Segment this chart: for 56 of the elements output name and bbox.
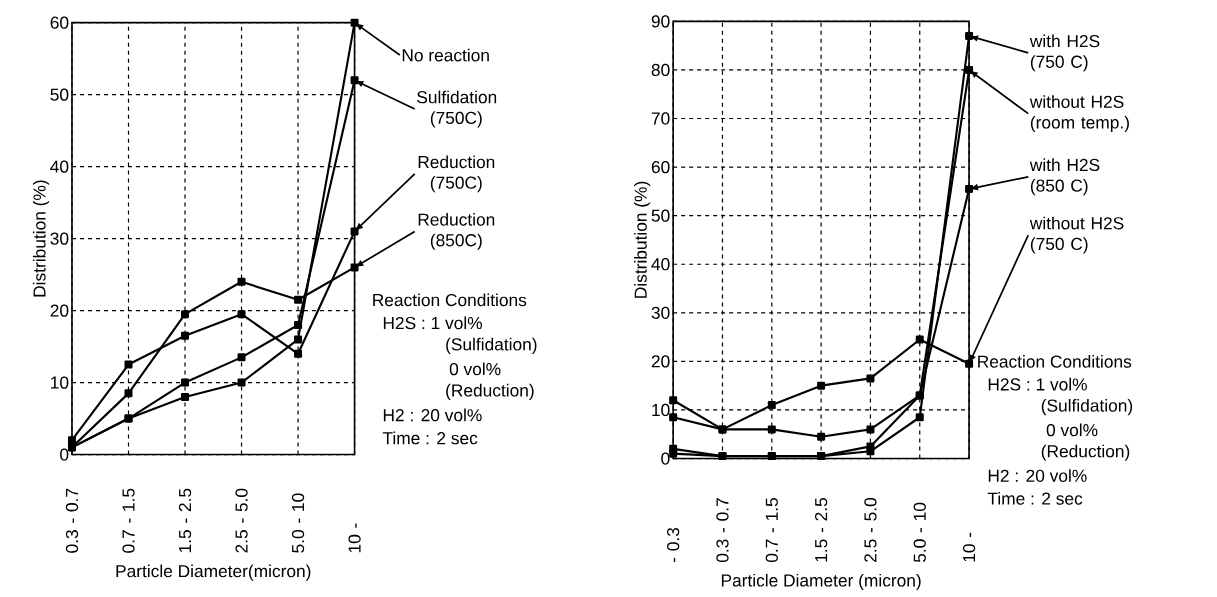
x-tick-label: 0.3 - 0.7	[716, 498, 729, 563]
text: Reduction (750C)	[418, 155, 495, 193]
x-tick-label: 10 -	[962, 532, 976, 562]
text: H2 : 20 vol%	[383, 408, 482, 422]
y-tick-label: 30	[50, 232, 69, 245]
legend-label: Sulfidation (750C)	[417, 90, 497, 128]
y-tick-label: 70	[651, 112, 670, 125]
text: without H2S (room temp.)	[1029, 95, 1129, 132]
y-tick-label: 10	[51, 376, 69, 389]
x-tick-label: 0.3 - 0.7	[65, 488, 79, 553]
text: Time : 2 sec	[987, 491, 1083, 505]
x-axis-title: Particle Diameter(micron)	[116, 564, 311, 581]
y-tick-label: 10	[652, 403, 670, 417]
y-tick-label: 40	[651, 258, 670, 271]
text: Time : 2 sec	[382, 431, 478, 445]
y-axis-title: Distribution (%)	[32, 180, 50, 297]
x-tick-label: 1.5 - 2.5	[178, 488, 192, 553]
y-axis-title: Distribution (%)	[634, 181, 651, 298]
text: 0 vol%	[1046, 423, 1098, 437]
y-tick-label: 30	[651, 306, 670, 319]
text: (Sulfidation)	[446, 337, 537, 354]
y-tick-label: 80	[651, 63, 670, 76]
y-tick-label: 50	[651, 209, 670, 222]
text: (Reduction)	[446, 383, 534, 400]
text: Reduction (850C)	[418, 212, 495, 250]
text: Reaction Conditions	[373, 293, 527, 307]
text: Reaction Conditions	[978, 354, 1132, 368]
x-tick-label: 2.5 - 5.0	[864, 497, 877, 562]
text: (Reduction)	[1041, 444, 1130, 461]
x-axis-title: Particle Diameter (micron)	[721, 573, 921, 590]
x-tick-label: 5.0 - 10	[913, 502, 926, 563]
x-tick-label: 0.7 - 1.5	[765, 497, 778, 563]
x-tick-label: 1.5 - 2.5	[814, 497, 828, 562]
text: H2S : 1 vol%	[988, 377, 1087, 391]
x-tick-label: 2.5 - 5.0	[235, 488, 248, 553]
y-tick-label: 40	[50, 160, 69, 173]
legend-label: with H2S (750 C)	[1029, 34, 1100, 72]
text: H2S : 1 vol%	[383, 316, 482, 330]
x-tick-label: 5.0 - 10	[291, 493, 305, 553]
text: No reaction	[402, 48, 489, 62]
y-tick-label: 60	[50, 16, 69, 29]
text: (Sulfidation)	[1041, 398, 1133, 416]
y-tick-label: 0	[661, 452, 670, 465]
y-tick-label: 90	[651, 15, 670, 28]
legend-label: with H2S (850 C)	[1029, 158, 1100, 196]
text: without H2S (750 C)	[1029, 216, 1124, 254]
x-tick-label: - 0.3	[667, 527, 680, 562]
y-tick-label: 0	[60, 448, 69, 461]
text: 0 vol%	[449, 362, 501, 376]
y-tick-label: 20	[50, 304, 69, 317]
text: H2 : 20 vol%	[988, 469, 1087, 482]
x-tick-label: 0.7 - 1.5	[122, 488, 135, 553]
y-tick-label: 20	[651, 355, 670, 368]
x-tick-label: 10 -	[348, 523, 361, 553]
y-tick-label: 50	[50, 88, 69, 101]
y-tick-label: 60	[651, 160, 670, 174]
